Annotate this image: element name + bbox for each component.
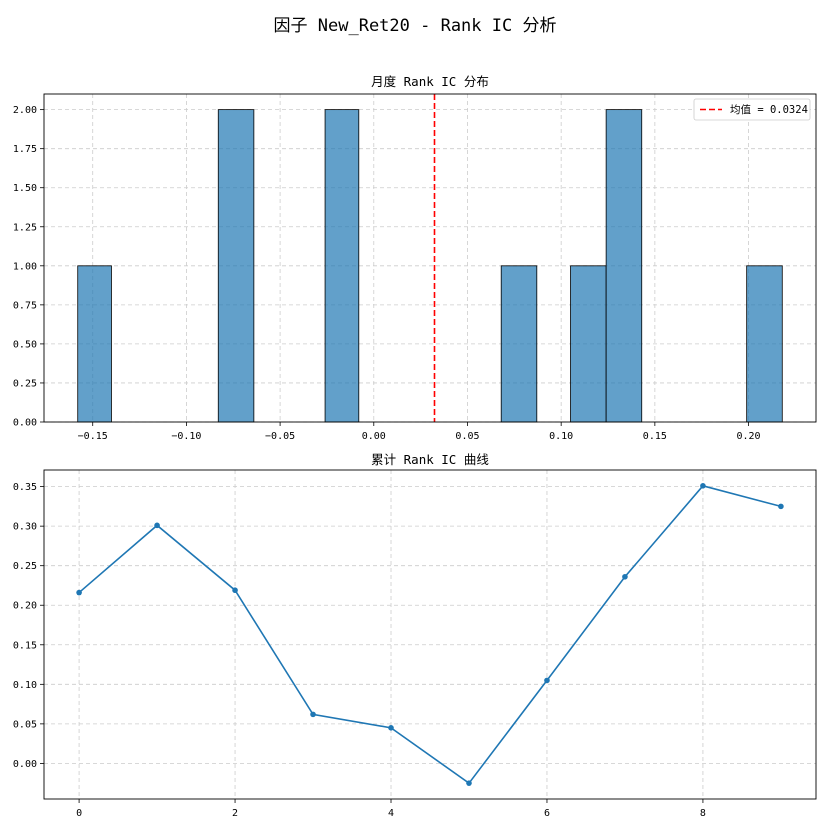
cumulative-ic-point — [388, 725, 394, 731]
histogram-title: 月度 Rank IC 分布 — [371, 74, 489, 89]
histogram-y-tick-label: 1.25 — [13, 222, 37, 233]
histogram-y-ticks: 0.00 0.25 0.50 0.75 1.00 1.25 1.50 1.75 2.00 — [13, 105, 44, 429]
histogram-bar — [217, 109, 255, 423]
cumulative-series — [76, 483, 784, 786]
cumulative-x-tick-label: 2 — [232, 808, 238, 819]
cumulative-ic-point — [232, 587, 238, 594]
histogram-x-tick-label: −0.05 — [265, 431, 295, 442]
cumulative-y-tick-label: 0.15 — [13, 640, 37, 651]
cumulative-x-tick-label: 4 — [388, 808, 394, 819]
cumulative-ic-line — [78, 484, 782, 785]
histogram-x-ticks: −0.15 −0.10 −0.05 0.00 0.05 0.10 0.15 0.20 — [78, 422, 761, 442]
cumulative-ic-point — [466, 780, 472, 786]
cumulative-y-tick-label: 0.10 — [13, 680, 37, 691]
cumulative-panel: 累计 Rank IC 曲线 0 2 4 6 8 0.00 0.05 0.10 0.15 0.20… — [13, 452, 817, 819]
histogram-x-tick-label: 0.10 — [549, 431, 573, 442]
cumulative-ic-point — [76, 589, 82, 596]
cumulative-frame — [43, 469, 817, 800]
cumulative-ic-point — [310, 711, 316, 718]
histogram-frame — [43, 93, 817, 423]
histogram-grid — [44, 94, 816, 423]
cumulative-ic-point — [700, 483, 706, 489]
cumulative-grid — [44, 470, 816, 799]
cumulative-y-tick-label: 0.05 — [13, 719, 37, 730]
cumulative-ic-point — [778, 503, 784, 510]
cumulative-y-tick-label: 0.25 — [13, 561, 37, 572]
cumulative-y-tick-label: 0.35 — [13, 482, 37, 493]
cumulative-y-tick-label: 0.20 — [13, 601, 37, 612]
cumulative-ic-point — [622, 573, 628, 580]
cumulative-ic-point — [544, 677, 550, 684]
histogram-bar — [570, 265, 607, 423]
cumulative-y-tick-label: 0.00 — [13, 759, 37, 770]
cumulative-title: 累计 Rank IC 曲线 — [371, 452, 489, 467]
histogram-y-tick-label: 1.00 — [13, 261, 37, 272]
histogram-x-tick-label: −0.10 — [171, 431, 201, 442]
histogram-y-tick-label: 1.75 — [13, 144, 37, 155]
histogram-x-tick-label: 0.20 — [736, 431, 760, 442]
cumulative-ic-point — [154, 522, 160, 529]
histogram-y-tick-label: 0.75 — [13, 300, 37, 311]
legend-mean-label: 均值 = 0.0324 — [730, 103, 808, 116]
cumulative-x-tick-label: 8 — [700, 808, 706, 819]
histogram-x-tick-label: −0.15 — [78, 431, 108, 442]
histogram-panel: 月度 Rank IC 分布 −0.15 −0.10 −0.05 0.00 0.05 0.1… — [13, 74, 817, 442]
histogram-bar — [77, 265, 112, 423]
histogram-bars — [77, 109, 783, 423]
histogram-y-tick-label: 0.50 — [13, 339, 37, 350]
histogram-bar — [500, 265, 538, 423]
histogram-y-tick-label: 0.00 — [13, 418, 37, 429]
cumulative-y-tick-label: 0.30 — [13, 522, 37, 533]
histogram-y-tick-label: 1.50 — [13, 183, 37, 194]
cumulative-x-tick-label: 6 — [544, 808, 550, 819]
cumulative-x-tick-label: 0 — [76, 808, 82, 819]
histogram-x-tick-label: 0.15 — [643, 431, 667, 442]
cumulative-y-ticks: 0.00 0.05 0.10 0.15 0.20 0.25 0.30 0.35 — [13, 482, 44, 770]
cumulative-x-ticks: 0 2 4 6 8 — [76, 799, 706, 819]
legend: 均值 = 0.0324 — [693, 98, 811, 121]
histogram-x-tick-label: 0.05 — [455, 431, 479, 442]
histogram-bar — [746, 265, 783, 423]
histogram-y-tick-label: 2.00 — [13, 105, 37, 116]
legend-box — [693, 98, 811, 121]
histogram-x-tick-label: 0.00 — [362, 431, 386, 442]
figure-suptitle: 因子 New_Ret20 - Rank IC 分析 — [274, 16, 557, 36]
histogram-bar — [324, 109, 360, 423]
histogram-bar — [605, 109, 643, 423]
histogram-y-tick-label: 0.25 — [13, 378, 37, 389]
